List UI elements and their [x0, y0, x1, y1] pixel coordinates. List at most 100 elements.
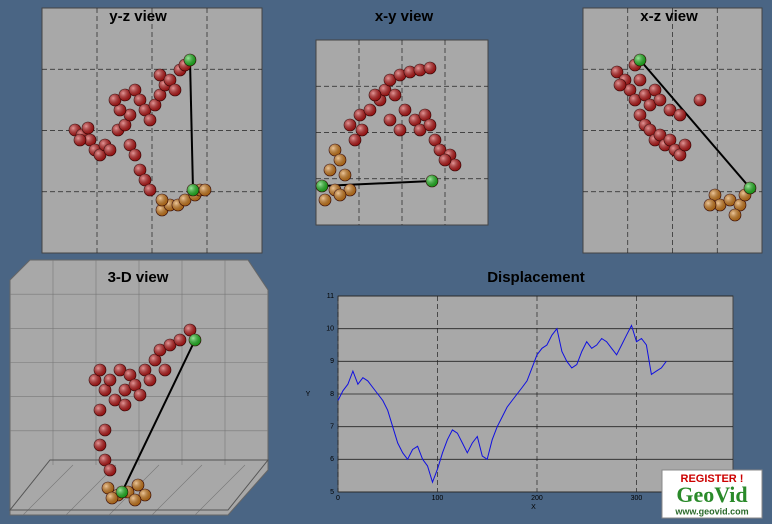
ball-shine: [664, 134, 676, 146]
ball-shine: [424, 119, 436, 131]
ball-shine: [124, 369, 136, 381]
ball-shine: [139, 174, 151, 186]
ball-shine: [134, 94, 146, 106]
ball-shine: [624, 84, 636, 96]
ball-shine: [164, 339, 176, 351]
ball-shine: [94, 439, 106, 451]
ball-shine: [124, 109, 136, 121]
ball-shine: [449, 159, 461, 171]
x-tick-label: 300: [631, 495, 643, 502]
ball-shine: [674, 109, 686, 121]
ball-shine: [369, 89, 381, 101]
ball-shine: [354, 109, 366, 121]
y-tick-label: 8: [330, 391, 334, 398]
url[interactable]: www.geovid.com: [674, 506, 748, 516]
ball-shine: [129, 149, 141, 161]
ball-shine: [424, 62, 436, 74]
ball-shine: [154, 69, 166, 81]
y-tick-label: 5: [330, 489, 334, 496]
ball-shine: [199, 184, 211, 196]
ball-shine: [344, 184, 356, 196]
watermark[interactable]: REGISTER ! GeoVid www.geovid.com: [661, 469, 763, 519]
ball-shine: [379, 84, 391, 96]
ball-shine: [384, 114, 396, 126]
ball-shine: [159, 364, 171, 376]
ball-shine: [729, 209, 741, 221]
trajectory: [189, 59, 194, 191]
ball-shine: [414, 124, 426, 136]
ball-shine: [116, 486, 128, 498]
ball-shine: [664, 104, 676, 116]
ball-shine: [394, 69, 406, 81]
ball-shine: [426, 175, 438, 187]
y-axis-label: Y: [306, 391, 311, 398]
ball-shine: [389, 89, 401, 101]
displacement-line: [337, 324, 667, 484]
y-tick-label: 6: [330, 456, 334, 463]
ball-shine: [356, 124, 368, 136]
ball-shine: [139, 364, 151, 376]
panel-title: x-z view: [640, 8, 698, 25]
ball-shine: [679, 139, 691, 151]
ball-shine: [124, 139, 136, 151]
ball-shine: [339, 169, 351, 181]
ball-shine: [164, 74, 176, 86]
ball-shine: [129, 494, 141, 506]
ball-shine: [694, 94, 706, 106]
ball-shine: [132, 479, 144, 491]
ball-shine: [134, 164, 146, 176]
ball-shine: [734, 199, 746, 211]
x-tick-label: 0: [336, 495, 340, 502]
ball-shine: [744, 182, 756, 194]
ball-shine: [344, 119, 356, 131]
ball-shine: [611, 66, 623, 78]
ball-shine: [187, 184, 199, 196]
ball-shine: [94, 364, 106, 376]
ball-shine: [709, 189, 721, 201]
ball-shine: [179, 194, 191, 206]
ball-shine: [104, 464, 116, 476]
register[interactable]: REGISTER !: [681, 473, 744, 485]
ball-shine: [654, 129, 666, 141]
ball-shine: [109, 94, 121, 106]
ball-shine: [94, 404, 106, 416]
y-tick-label: 7: [330, 424, 334, 431]
x-axis-label: X: [531, 504, 536, 511]
ball-shine: [119, 399, 131, 411]
ball-shine: [649, 84, 661, 96]
ball-shine: [189, 334, 201, 346]
panel-title: Displacement: [487, 269, 585, 286]
ball-shine: [704, 199, 716, 211]
ball-shine: [414, 64, 426, 76]
ball-shine: [134, 389, 146, 401]
y-tick-label: 11: [327, 293, 334, 300]
brand[interactable]: GeoVid: [676, 482, 747, 507]
ball-shine: [634, 74, 646, 86]
ball-shine: [94, 149, 106, 161]
ball-shine: [634, 109, 646, 121]
ball-shine: [654, 94, 666, 106]
ball-shine: [144, 114, 156, 126]
ball-shine: [644, 99, 656, 111]
y-tick-label: 10: [326, 326, 334, 333]
ball-shine: [89, 374, 101, 386]
ball-shine: [334, 154, 346, 166]
floor-grid: [151, 464, 203, 516]
floor-grid: [108, 464, 160, 516]
trajectory: [639, 59, 751, 189]
trajectory: [321, 180, 433, 187]
y-tick-label: 9: [330, 358, 334, 365]
x-tick-label: 200: [531, 495, 543, 502]
ball-shine: [104, 144, 116, 156]
ball-shine: [114, 104, 126, 116]
ball-shine: [724, 194, 736, 206]
ball-shine: [149, 354, 161, 366]
ball-shine: [634, 54, 646, 66]
trajectory: [121, 339, 196, 493]
ball-shine: [139, 489, 151, 501]
ball-shine: [99, 454, 111, 466]
ball-shine: [102, 482, 114, 494]
floor-grid: [194, 464, 246, 516]
ball-shine: [394, 124, 406, 136]
